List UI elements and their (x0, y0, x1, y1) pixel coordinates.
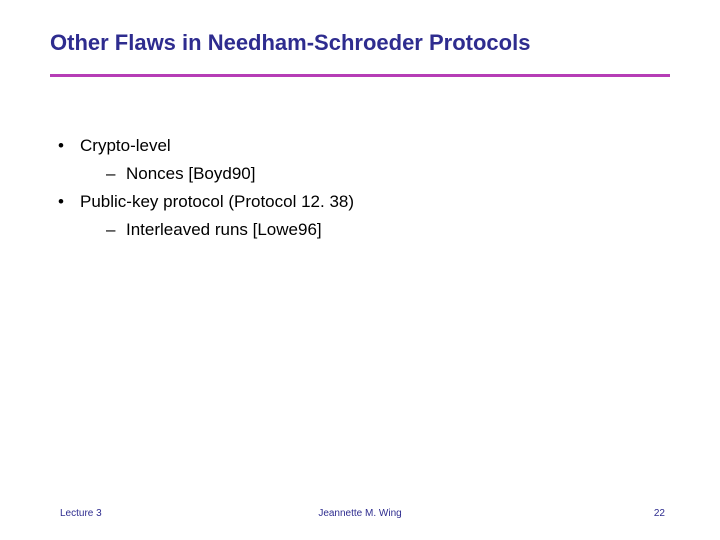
bullet-text: Crypto-level (80, 136, 171, 155)
footer-page-number: 22 (654, 508, 665, 519)
dash-marker: – (106, 216, 126, 244)
bullet-item: •Crypto-level (58, 132, 670, 160)
bullet-marker: • (58, 188, 80, 216)
dash-marker: – (106, 160, 126, 188)
slide-title: Other Flaws in Needham-Schroeder Protoco… (50, 30, 670, 56)
bullet-item: –Interleaved runs [Lowe96] (106, 216, 670, 244)
bullet-item: •Public-key protocol (Protocol 12. 38) (58, 188, 670, 216)
bullet-marker: • (58, 132, 80, 160)
title-underline (50, 74, 670, 77)
slide-content: •Crypto-level –Nonces [Boyd90] •Public-k… (50, 132, 670, 244)
footer-center: Jeannette M. Wing (0, 508, 720, 519)
bullet-item: –Nonces [Boyd90] (106, 160, 670, 188)
bullet-text: Interleaved runs [Lowe96] (126, 220, 322, 239)
slide: Other Flaws in Needham-Schroeder Protoco… (0, 0, 720, 540)
bullet-text: Public-key protocol (Protocol 12. 38) (80, 192, 354, 211)
bullet-text: Nonces [Boyd90] (126, 164, 255, 183)
